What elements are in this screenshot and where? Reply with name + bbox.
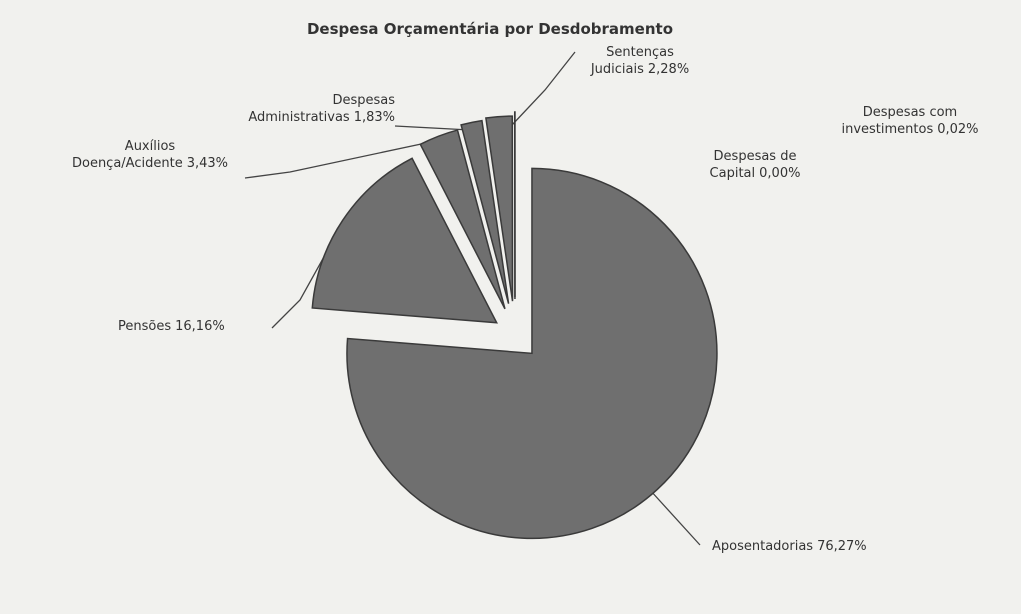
slice-label: Despesas de Capital 0,00% <box>675 148 835 182</box>
slice-name: Auxílios Doença/Acidente <box>71 139 183 171</box>
leader-line <box>511 51 576 126</box>
slice-label: Pensões 16,16% <box>118 318 278 335</box>
leader-line <box>394 125 471 131</box>
slice-value: 3,43% <box>186 156 228 171</box>
slice-name: Sentenças Judiciais <box>590 45 674 77</box>
slice-label: Sentenças Judiciais 2,28% <box>565 44 715 78</box>
pie-slice <box>485 115 514 302</box>
slice-label: Despesas com investimentos 0,02% <box>820 104 1000 138</box>
slice-value: 76,27% <box>817 539 867 554</box>
leader-line <box>649 489 701 546</box>
leader-lines <box>244 51 701 546</box>
pie-slice <box>460 119 510 304</box>
slice-value: 0,02% <box>937 122 979 137</box>
pie-slice <box>311 157 498 324</box>
slice-label: Auxílios Doença/Acidente 3,43% <box>55 138 245 172</box>
leader-line <box>271 254 326 329</box>
slice-label: Despesas Administrativas 1,83% <box>215 92 395 126</box>
slice-value: 2,28% <box>647 62 690 77</box>
slice-value: 0,00% <box>759 166 801 181</box>
slice-name: Despesas de Capital <box>709 149 797 181</box>
slice-name: Despesas com investimentos <box>841 105 958 137</box>
slice-value: 1,83% <box>353 110 395 125</box>
leader-line <box>244 139 441 179</box>
chart-title: Despesa Orçamentária por Desdobramento <box>306 20 674 38</box>
slice-label: Aposentadorias 76,27% <box>712 538 912 555</box>
slice-name: Despesas Administrativas <box>248 93 395 125</box>
slice-name: Pensões <box>118 319 172 334</box>
slice-value: 16,16% <box>175 319 225 334</box>
pie-slice <box>419 129 506 310</box>
slice-name: Aposentadorias <box>712 539 814 554</box>
pie-slice <box>346 167 718 540</box>
